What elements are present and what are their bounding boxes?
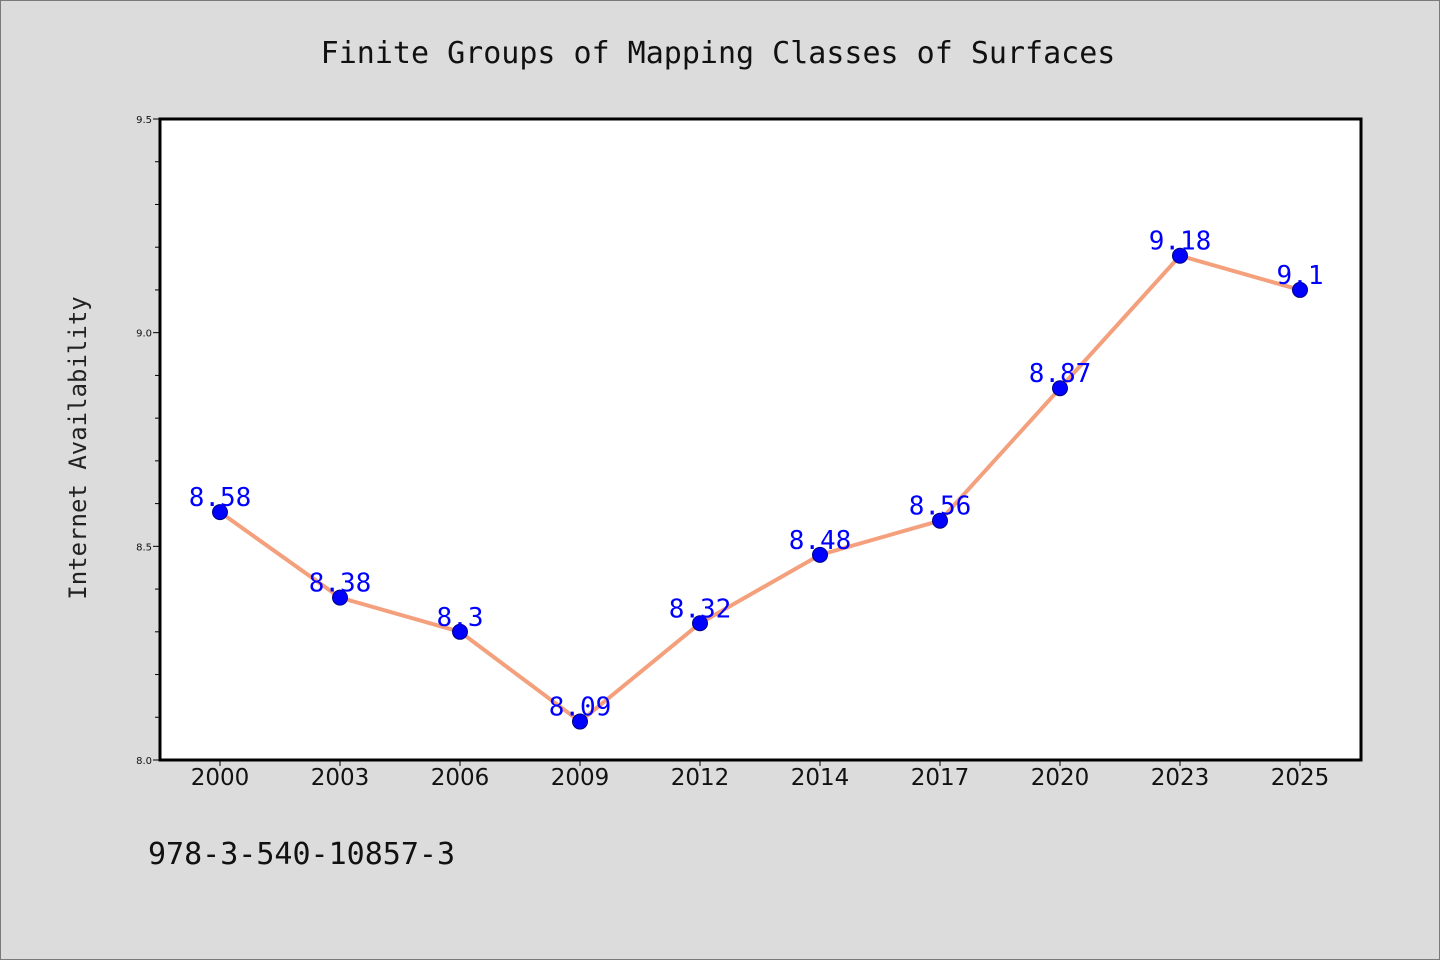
data-label: 8.48 xyxy=(789,526,852,556)
x-tick-label: 2000 xyxy=(191,765,250,791)
x-tick-label: 2009 xyxy=(551,765,610,791)
series-group: 8.58 8.38 8.3 8.09 8.32 8.48 8.56 8.87 9.18 9.1 xyxy=(189,227,1324,730)
x-tick-label: 2020 xyxy=(1031,765,1090,791)
data-point-marker xyxy=(812,546,828,563)
y-axis-label: Internet Availability xyxy=(64,296,92,599)
data-point-marker xyxy=(332,589,348,606)
data-point-marker xyxy=(1052,380,1068,397)
data-point-marker xyxy=(692,615,708,632)
data-label: 8.87 xyxy=(1029,359,1092,389)
x-axis-ticks: 2000 2003 2006 2009 2012 2014 2017 2020 2023 2025 xyxy=(191,760,1330,791)
isbn-text: 978-3-540-10857-3 xyxy=(148,837,455,872)
data-point-marker xyxy=(212,504,228,521)
x-tick-label: 2006 xyxy=(431,765,490,791)
data-label: 9.18 xyxy=(1149,227,1212,257)
x-tick-label: 2025 xyxy=(1271,765,1330,791)
x-tick-label: 2014 xyxy=(791,765,850,791)
data-point-marker xyxy=(572,713,588,730)
data-point-marker xyxy=(1172,247,1188,264)
data-label: 8.32 xyxy=(669,594,732,624)
data-label: 8.09 xyxy=(549,693,612,723)
data-point-marker xyxy=(452,623,468,640)
data-label: 8.3 xyxy=(437,603,484,633)
data-label: 8.56 xyxy=(909,492,972,522)
series-line xyxy=(218,253,1302,724)
data-point-marker xyxy=(1292,281,1308,298)
x-tick-label: 2023 xyxy=(1151,765,1210,791)
x-tick-label: 2017 xyxy=(911,765,970,791)
x-tick-label: 2003 xyxy=(311,765,370,791)
data-label: 8.58 xyxy=(189,483,252,513)
plot-area xyxy=(158,117,1363,762)
data-point-marker xyxy=(932,512,948,529)
chart-title: Finite Groups of Mapping Classes of Surf… xyxy=(321,36,1116,71)
y-tick-label: 8.5 xyxy=(136,542,152,553)
y-tick-label: 8.0 xyxy=(136,756,152,767)
data-label: 8.38 xyxy=(309,569,372,599)
y-axis-ticks: 8.0 8.5 9.0 9.5 xyxy=(136,115,160,767)
data-label: 9.1 xyxy=(1277,261,1324,291)
x-tick-label: 2012 xyxy=(671,765,730,791)
y-tick-label: 9.0 xyxy=(136,329,152,340)
y-tick-label: 9.5 xyxy=(136,115,152,126)
